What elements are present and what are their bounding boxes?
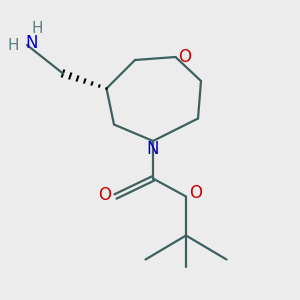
Text: O: O (178, 48, 191, 66)
Text: O: O (98, 186, 112, 204)
Text: N: N (147, 140, 159, 158)
Text: H: H (8, 38, 19, 52)
Text: O: O (189, 184, 202, 202)
Text: N: N (25, 34, 38, 52)
Text: H: H (32, 21, 43, 36)
